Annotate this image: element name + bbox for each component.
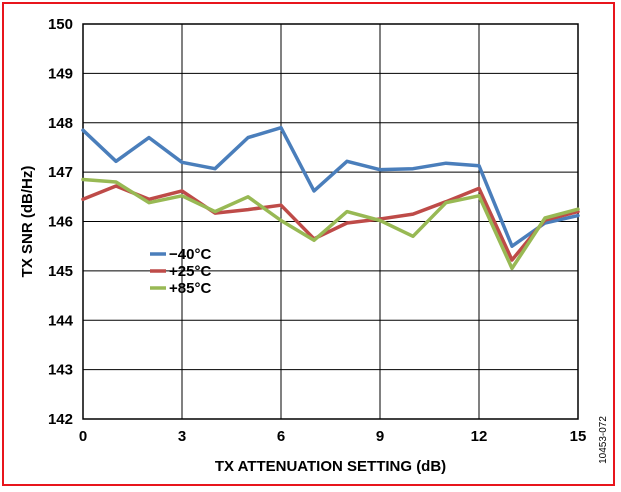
figure-id: 10453-072	[598, 416, 609, 464]
y-tick-label: 146	[48, 214, 73, 231]
x-tick-label: 3	[178, 428, 186, 445]
x-tick-label: 12	[471, 428, 488, 445]
grid	[82, 23, 579, 420]
chart-frame	[2, 2, 615, 486]
x-tick-label: 0	[79, 428, 87, 445]
plot-area	[82, 23, 579, 420]
y-axis-label: TX SNR (dB/Hz)	[19, 166, 36, 278]
y-tick-label: 144	[48, 312, 74, 329]
y-tick-label: 142	[48, 411, 73, 428]
y-tick-label: 150	[48, 16, 73, 33]
series-line-2	[81, 177, 580, 271]
x-tick-label: 6	[277, 428, 285, 445]
legend: −40°C+25°C+85°C	[150, 246, 211, 297]
y-tick-label: 147	[48, 164, 73, 181]
y-tick-label: 148	[48, 115, 73, 132]
legend-label-0: −40°C	[169, 246, 211, 263]
x-tick-label: 15	[570, 428, 587, 445]
legend-label-2: +85°C	[169, 280, 211, 297]
series-line-0	[81, 125, 580, 248]
x-axis-label: TX ATTENUATION SETTING (dB)	[215, 458, 446, 475]
y-tick-label: 145	[48, 263, 73, 280]
legend-label-1: +25°C	[169, 263, 211, 280]
y-tick-label: 143	[48, 362, 73, 379]
y-tick-label: 149	[48, 65, 73, 82]
series-line-1	[81, 184, 580, 262]
x-tick-label: 9	[376, 428, 384, 445]
